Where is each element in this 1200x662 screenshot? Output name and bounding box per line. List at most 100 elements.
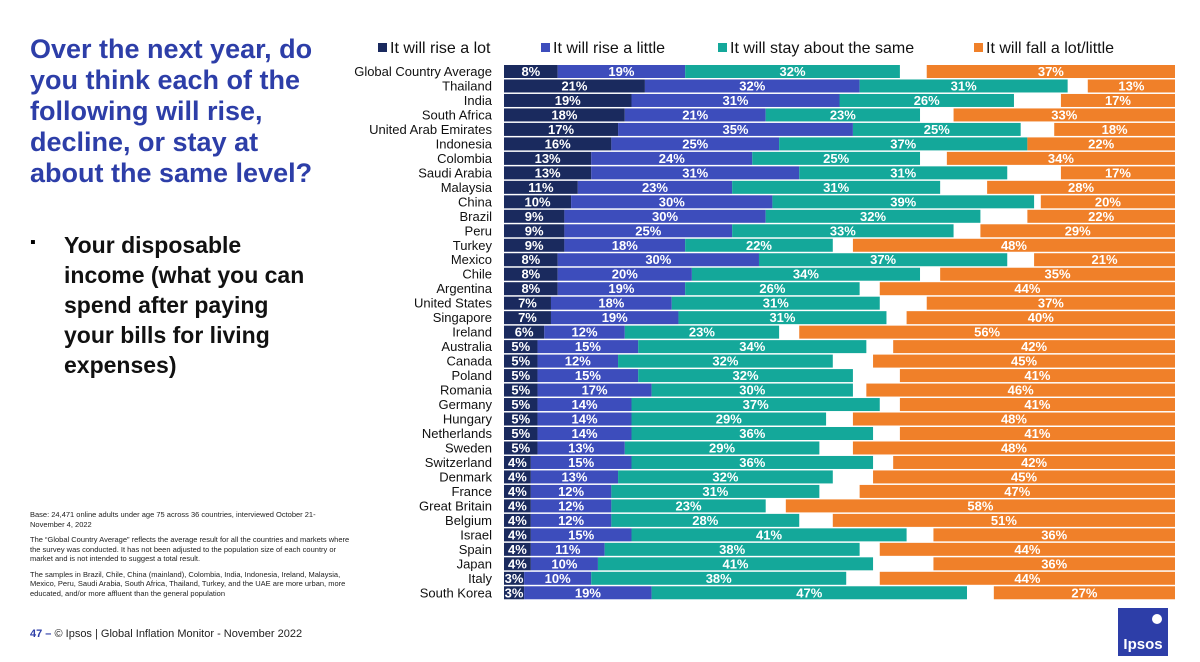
data-label-fall: 46% [1008,383,1034,398]
category-label: United Arab Emirates [369,122,492,137]
data-label-fall: 41% [1024,426,1050,441]
note-global-average: The “Global Country Average” reflects th… [30,535,350,563]
bar-fall [879,571,1175,585]
data-label-stay-same: 38% [719,542,745,557]
bar-rise-a-lot [504,151,592,165]
legend-swatch-fall [974,43,983,52]
data-label-fall: 42% [1021,339,1047,354]
data-label-rise-a-little: 15% [575,368,601,383]
data-label-stay-same: 22% [746,238,772,253]
data-label-rise-a-lot: 8% [521,267,540,282]
data-label-rise-a-lot: 19% [555,93,581,108]
data-label-fall: 34% [1048,151,1074,166]
bar-stay-same [618,470,833,484]
data-label-rise-a-little: 30% [645,252,671,267]
bar-rise-a-little [557,267,692,281]
data-label-rise-a-little: 10% [551,556,577,571]
data-label-rise-a-lot: 4% [508,527,527,542]
data-label-rise-a-lot: 9% [525,209,544,224]
bar-fall [1034,253,1175,267]
bar-fall [926,65,1175,78]
bullet-icon: ▪ [30,234,36,251]
bar-rise-a-little [611,137,780,151]
data-label-rise-a-little: 31% [682,165,708,180]
bar-stay-same [758,253,1008,267]
data-label-rise-a-lot: 13% [535,151,561,166]
data-label-fall: 40% [1028,310,1054,325]
bar-fall [866,383,1175,397]
data-label-stay-same: 47% [796,585,822,600]
data-label-stay-same: 37% [870,252,896,267]
data-label-fall: 35% [1045,267,1071,282]
data-label-stay-same: 38% [706,571,732,586]
bar-rise-a-little [530,557,598,571]
data-label-rise-a-lot: 11% [528,180,554,195]
bar-stay-same [765,209,981,223]
bar-rise-a-little [524,571,592,585]
data-label-rise-a-little: 30% [652,209,678,224]
category-label: India [464,93,493,108]
bar-rise-a-little [537,412,632,426]
data-label-stay-same: 26% [759,281,785,296]
data-label-rise-a-lot: 8% [521,64,540,79]
bar-rise-a-little [564,209,766,223]
data-label-rise-a-lot: 7% [518,310,537,325]
data-label-stay-same: 23% [830,107,856,122]
data-label-stay-same: 28% [692,513,718,528]
data-label-rise-a-little: 25% [682,136,708,151]
bar-rise-a-little [537,427,632,440]
bar-rise-a-little [577,180,733,194]
legend-label-rise-a-little: It will rise a little [553,40,665,57]
data-label-stay-same: 32% [860,209,886,224]
bar-stay-same [638,340,867,354]
data-label-rise-a-little: 17% [582,383,608,398]
data-label-stay-same: 32% [712,469,738,484]
bar-rise-a-little [557,253,759,267]
data-label-stay-same: 31% [951,78,977,93]
bar-stay-same [671,296,880,310]
bar-fall [987,180,1175,194]
data-label-stay-same: 25% [823,151,849,166]
bar-rise-a-little [624,108,766,122]
bar-rise-a-lot [504,412,538,426]
bar-rise-a-little [524,586,652,600]
bar-fall [1054,122,1175,136]
bar-stay-same [752,151,921,165]
bar-rise-a-lot [504,484,531,498]
data-label-stay-same: 31% [702,484,728,499]
category-label: Germany [439,397,493,412]
data-label-fall: 44% [1014,542,1040,557]
data-label-stay-same: 32% [733,368,759,383]
bar-rise-a-little [618,122,853,136]
category-label: Hungary [443,412,493,427]
bar-rise-a-little [591,151,753,165]
bar-rise-a-little [557,282,686,296]
data-label-rise-a-lot: 16% [545,136,571,151]
category-label: Saudi Arabia [418,165,492,180]
logo-dot [1152,614,1162,624]
data-label-fall: 58% [967,498,993,513]
data-label-fall: 45% [1011,354,1037,369]
data-label-stay-same: 36% [739,455,765,470]
bar-stay-same [779,137,1028,151]
bar-rise-a-lot [504,383,538,397]
bar-stay-same [597,557,874,571]
data-label-fall: 44% [1014,281,1040,296]
data-label-rise-a-little: 24% [659,151,685,166]
legend-label-fall: It will fall a lot/little [986,40,1114,57]
data-label-rise-a-lot: 21% [561,78,587,93]
bar-rise-a-lot [504,253,558,267]
category-label: Colombia [437,151,493,166]
category-label: Turkey [453,238,493,253]
data-label-fall: 22% [1088,136,1114,151]
bar-fall [785,499,1175,513]
bar-stay-same [772,195,1035,209]
data-label-stay-same: 36% [739,426,765,441]
data-label-fall: 41% [1024,368,1050,383]
bar-rise-a-lot [504,325,545,339]
data-label-fall: 36% [1041,556,1067,571]
bar-fall [852,441,1175,455]
category-label: Canada [446,354,492,369]
bar-rise-a-lot [504,282,558,296]
bar-fall [899,398,1175,412]
